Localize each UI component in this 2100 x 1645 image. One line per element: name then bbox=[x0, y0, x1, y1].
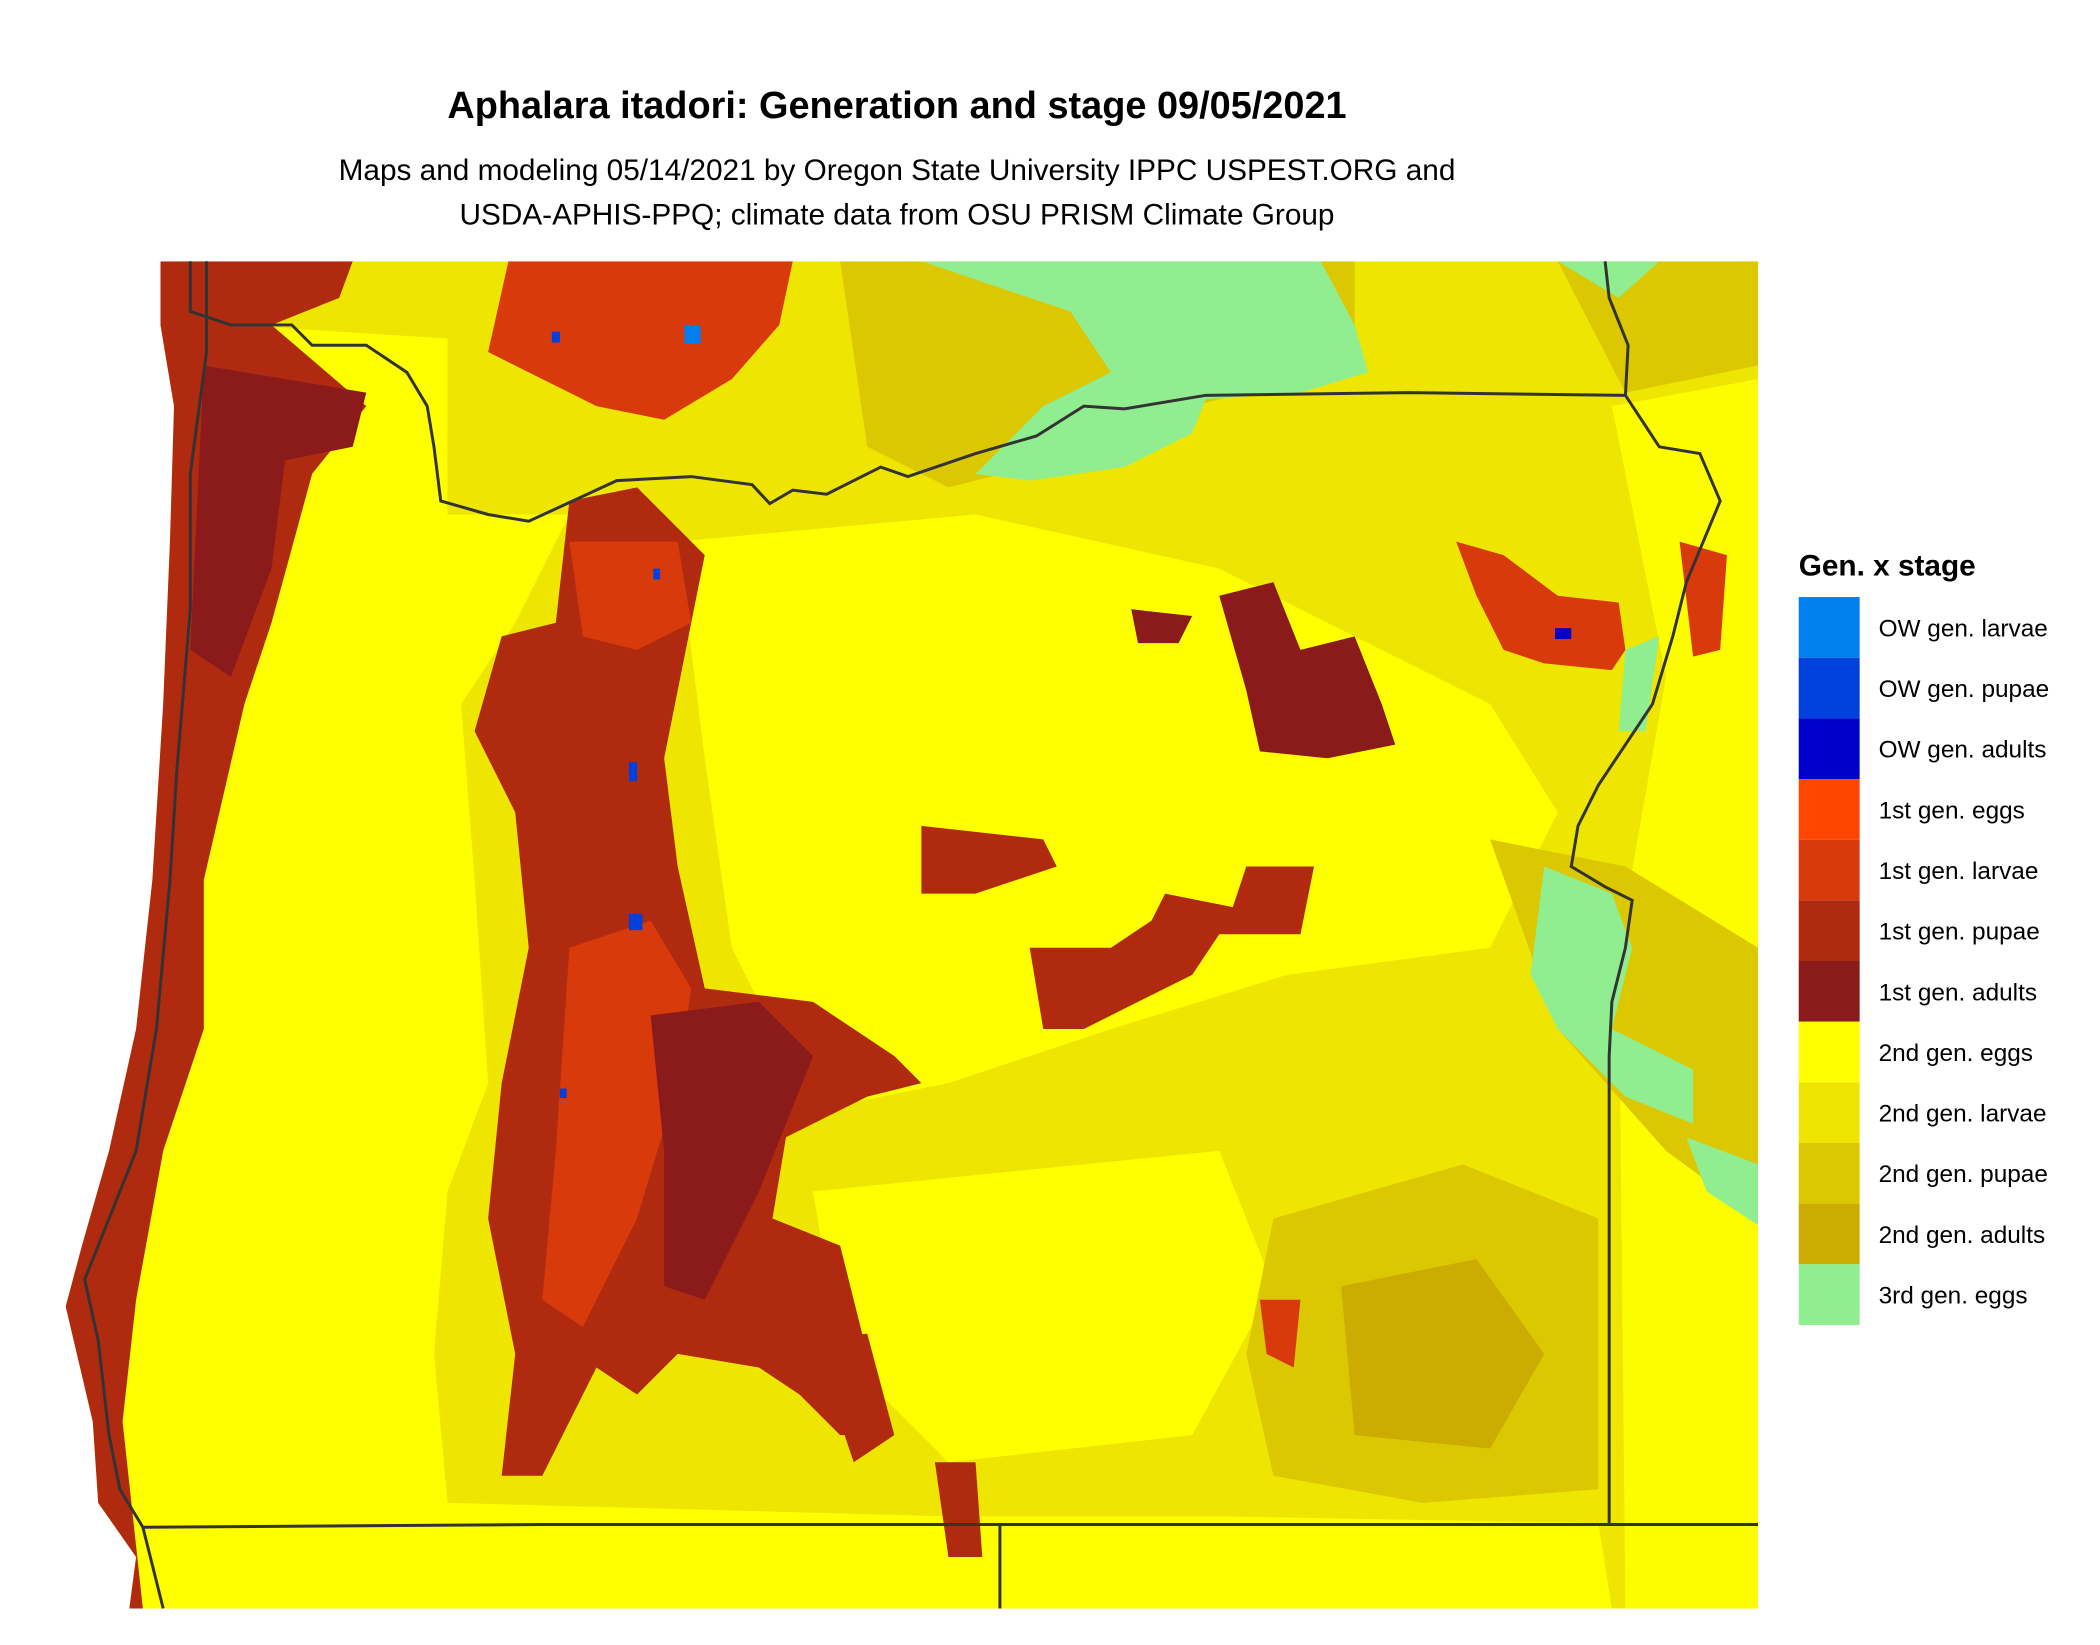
legend: Gen. x stage OW gen. larvae OW gen. pupae… bbox=[1798, 549, 2050, 1325]
legend-swatch bbox=[1798, 657, 1860, 719]
legend-swatch bbox=[1798, 718, 1860, 780]
legend-label: 2nd gen. larvae bbox=[1879, 1101, 2047, 1128]
legend-swatch bbox=[1798, 961, 1860, 1022]
legend-swatch bbox=[1798, 1082, 1860, 1143]
map-title: Aphalara itadori: Generation and stage 0… bbox=[447, 85, 1346, 127]
legend-label: 1st gen. larvae bbox=[1879, 858, 2039, 885]
legend-swatch bbox=[1798, 779, 1860, 840]
legend-swatch bbox=[1798, 900, 1860, 962]
legend-label: OW gen. adults bbox=[1879, 737, 2047, 764]
region-3rd-gen-eggs bbox=[921, 261, 1369, 481]
region-2nd-gen-eggs bbox=[109, 324, 1612, 1609]
legend-label: 1st gen. eggs bbox=[1879, 797, 2025, 824]
legend-label: 2nd gen. pupae bbox=[1879, 1161, 2048, 1188]
region-1st-gen-coast bbox=[65, 261, 367, 1609]
legend-swatch bbox=[1798, 1021, 1860, 1083]
legend-label: OW gen. pupae bbox=[1879, 676, 2050, 703]
legend-swatch bbox=[1798, 1142, 1860, 1204]
legend-label: 2nd gen. adults bbox=[1879, 1222, 2046, 1249]
legend-label: 1st gen. pupae bbox=[1879, 919, 2040, 946]
legend-swatch bbox=[1798, 839, 1860, 901]
legend-title: Gen. x stage bbox=[1799, 549, 1976, 582]
legend-label: 2nd gen. eggs bbox=[1879, 1040, 2033, 1067]
state-borders bbox=[83, 261, 1759, 1609]
map-subtitle-line-1: Maps and modeling 05/14/2021 by Oregon S… bbox=[339, 154, 1456, 187]
legend-swatch bbox=[1798, 1264, 1860, 1325]
legend-label: 1st gen. adults bbox=[1879, 979, 2037, 1006]
legend-swatch bbox=[1798, 1203, 1860, 1265]
legend-label: 3rd gen. eggs bbox=[1879, 1283, 2028, 1310]
legend-label: OW gen. larvae bbox=[1879, 615, 2048, 642]
map-raster bbox=[65, 261, 1759, 1609]
map-subtitle-line-2: USDA-APHIS-PPQ; climate data from OSU PR… bbox=[460, 199, 1335, 232]
legend-swatch bbox=[1798, 597, 1860, 658]
